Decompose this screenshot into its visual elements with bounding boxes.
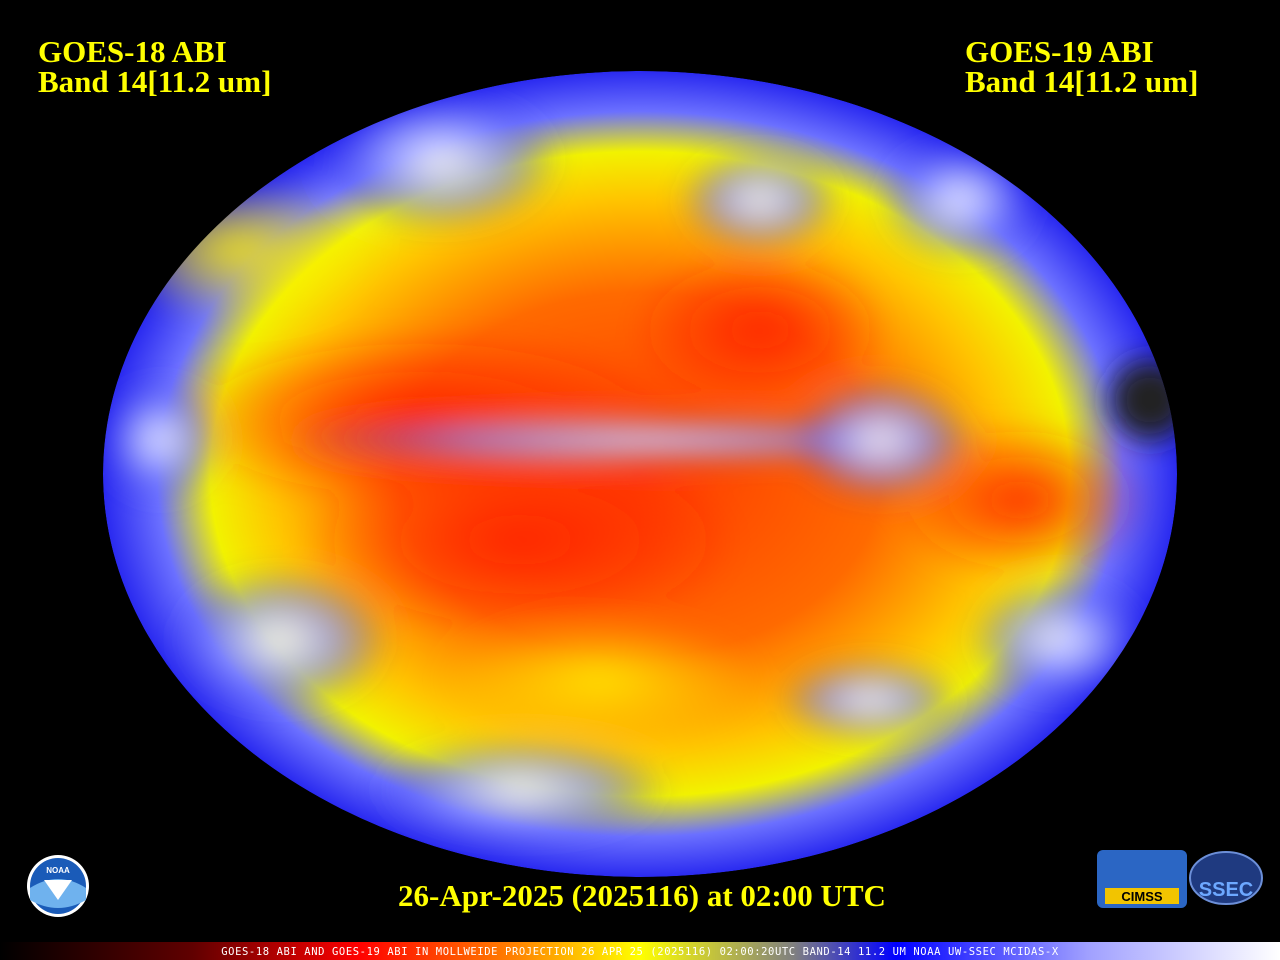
left-satellite-name: GOES-18 ABI <box>38 34 227 69</box>
color-bar <box>0 942 1280 960</box>
ssec-logo: SSEC <box>1189 851 1263 905</box>
left-band-label: Band 14[11.2 um] <box>38 64 271 99</box>
ssec-label: SSEC <box>1199 879 1253 901</box>
noaa-logo: NOAA <box>27 855 89 917</box>
earth-disk <box>103 71 1177 877</box>
right-band-label: Band 14[11.2 um] <box>965 64 1198 99</box>
noaa-label: NOAA <box>46 866 70 875</box>
timestamp: 26-Apr-2025 (2025116) at 02:00 UTC <box>398 878 886 913</box>
footer-caption: GOES-18 ABI AND GOES-19 ABI IN MOLLWEIDE… <box>221 946 1059 958</box>
right-satellite-name: GOES-19 ABI <box>965 34 1154 69</box>
cimss-label: CIMSS <box>1121 889 1163 904</box>
cimss-logo: CIMSS <box>1097 850 1187 908</box>
